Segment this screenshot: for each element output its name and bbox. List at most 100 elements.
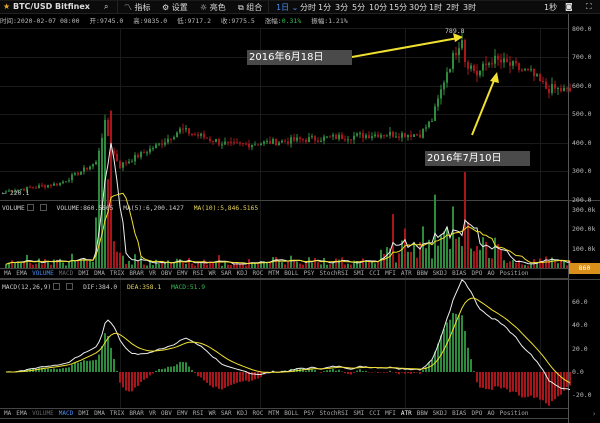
indicators-button[interactable]: 〽 指标 <box>124 2 151 13</box>
macd-histogram-bar <box>188 366 190 372</box>
tab-position[interactable]: Position <box>499 410 529 417</box>
tab-sar[interactable]: SAR <box>220 270 232 277</box>
tab-mtm[interactable]: MTM <box>268 270 280 277</box>
tab-wr[interactable]: WR <box>208 270 216 277</box>
tab-smi[interactable]: SMI <box>353 270 365 277</box>
tab-ma[interactable]: MA <box>4 270 12 277</box>
volume-bar <box>44 259 46 268</box>
volume-bar <box>527 265 529 268</box>
tab-psy[interactable]: PSY <box>303 270 315 277</box>
tab-dma[interactable]: DMA <box>94 410 105 417</box>
ohlc-info: 时间:2020-02-07 08:00 开:9745.0 高:9835.0 低:… <box>0 15 568 27</box>
tab-mtm[interactable]: MTM <box>268 410 280 417</box>
tab-atr[interactable]: ATR <box>400 270 412 277</box>
volume-bar <box>353 260 355 268</box>
macd-histogram-bar <box>176 364 178 372</box>
tab-emv[interactable]: EMV <box>176 270 188 277</box>
settings-icon[interactable] <box>26 204 34 211</box>
tab-vr[interactable]: VR <box>148 270 157 277</box>
tab-bbw[interactable]: BBW <box>416 270 428 277</box>
period-0[interactable]: 分时 <box>300 3 316 12</box>
star-icon[interactable]: ★ <box>3 2 11 11</box>
tab-kdj[interactable]: KDJ <box>236 410 248 417</box>
camera-icon[interactable]: ◙ <box>565 2 573 11</box>
tab-mfi[interactable]: MFI <box>385 410 396 417</box>
chevron-right-icon[interactable]: › <box>592 410 597 418</box>
tab-dma[interactable]: DMA <box>94 270 105 277</box>
period-7[interactable]: 1时 <box>429 3 443 12</box>
tab-dmi[interactable]: DMI <box>78 270 90 277</box>
tab-ma[interactable]: MA <box>4 410 12 417</box>
tab-mfi[interactable]: MFI <box>385 270 396 277</box>
candle <box>512 61 514 66</box>
tab-boll[interactable]: BOLL <box>284 410 299 417</box>
tab-obv[interactable]: OBV <box>161 270 172 277</box>
tab-skdj[interactable]: SKDJ <box>432 410 448 417</box>
tab-bbw[interactable]: BBW <box>416 410 428 417</box>
fullscreen-icon[interactable]: ⛶ <box>586 2 592 11</box>
tab-smi[interactable]: SMI <box>353 410 365 417</box>
tab-kdj[interactable]: KDJ <box>236 270 248 277</box>
tab-volume[interactable]: VOLUME <box>32 270 54 277</box>
tab-cci[interactable]: CCI <box>369 270 381 277</box>
tab-vr[interactable]: VR <box>148 410 157 417</box>
close-icon[interactable] <box>66 283 74 290</box>
tab-roc[interactable]: ROC <box>252 270 264 277</box>
settings-button[interactable]: ⚙ 设置 <box>162 2 188 13</box>
tab-bias[interactable]: BIAS <box>452 410 467 417</box>
tab-obv[interactable]: OBV <box>161 410 172 417</box>
tab-sar[interactable]: SAR <box>220 410 232 417</box>
period-6[interactable]: 30分 <box>409 3 428 12</box>
tab-ao[interactable]: AO <box>487 270 495 277</box>
period-5[interactable]: 15分 <box>389 3 408 12</box>
theme-button[interactable]: ☼ 亮色 <box>200 2 226 13</box>
tab-dmi[interactable]: DMI <box>78 410 90 417</box>
tab-boll[interactable]: BOLL <box>284 270 299 277</box>
close-icon[interactable] <box>39 204 47 211</box>
tab-dpo[interactable]: DPO <box>471 410 483 417</box>
macd-histogram-bar <box>551 372 553 402</box>
interval-select[interactable]: 1日 ⌄ <box>276 3 299 12</box>
period-2[interactable]: 3分 <box>335 3 349 12</box>
tab-ao[interactable]: AO <box>487 410 495 417</box>
period-9[interactable]: 3时 <box>463 3 477 12</box>
candle <box>116 153 118 161</box>
tab-trix[interactable]: TRIX <box>109 410 125 417</box>
tab-brar[interactable]: BRAR <box>129 410 144 417</box>
period-1[interactable]: 1分 <box>318 3 332 12</box>
seconds-button[interactable]: 1秒 <box>544 3 558 12</box>
tab-rsi[interactable]: RSI <box>192 270 204 277</box>
settings-icon[interactable] <box>53 283 61 290</box>
volume-bar <box>272 257 274 268</box>
search-icon[interactable]: ⌕ <box>104 2 109 11</box>
period-4[interactable]: 10分 <box>369 3 388 12</box>
tab-trix[interactable]: TRIX <box>109 270 125 277</box>
tab-ema[interactable]: EMA <box>16 270 28 277</box>
tab-position[interactable]: Position <box>499 270 529 277</box>
tab-wr[interactable]: WR <box>208 410 216 417</box>
candle <box>278 142 280 146</box>
tab-skdj[interactable]: SKDJ <box>432 270 448 277</box>
period-8[interactable]: 2时 <box>446 3 460 12</box>
tab-emv[interactable]: EMV <box>176 410 188 417</box>
tab-brar[interactable]: BRAR <box>129 270 144 277</box>
period-3[interactable]: 5分 <box>352 3 366 12</box>
tab-dpo[interactable]: DPO <box>471 270 483 277</box>
tab-roc[interactable]: ROC <box>252 410 264 417</box>
volume-bar <box>143 264 145 268</box>
candle <box>173 137 175 140</box>
tab-macd[interactable]: MACD <box>58 410 74 417</box>
tab-cci[interactable]: CCI <box>369 410 381 417</box>
tab-rsi[interactable]: RSI <box>192 410 204 417</box>
tab-stochrsi[interactable]: StochRSI <box>319 410 349 417</box>
tab-macd[interactable]: MACD <box>58 270 74 277</box>
tab-stochrsi[interactable]: StochRSI <box>319 270 349 277</box>
tab-volume[interactable]: VOLUME <box>32 410 54 417</box>
tab-atr[interactable]: ATR <box>400 410 412 417</box>
tab-psy[interactable]: PSY <box>303 410 315 417</box>
combo-button[interactable]: ⧉ 组合 <box>238 2 262 13</box>
tab-bias[interactable]: BIAS <box>452 270 467 277</box>
volume-bar <box>134 254 136 268</box>
tab-ema[interactable]: EMA <box>16 410 28 417</box>
